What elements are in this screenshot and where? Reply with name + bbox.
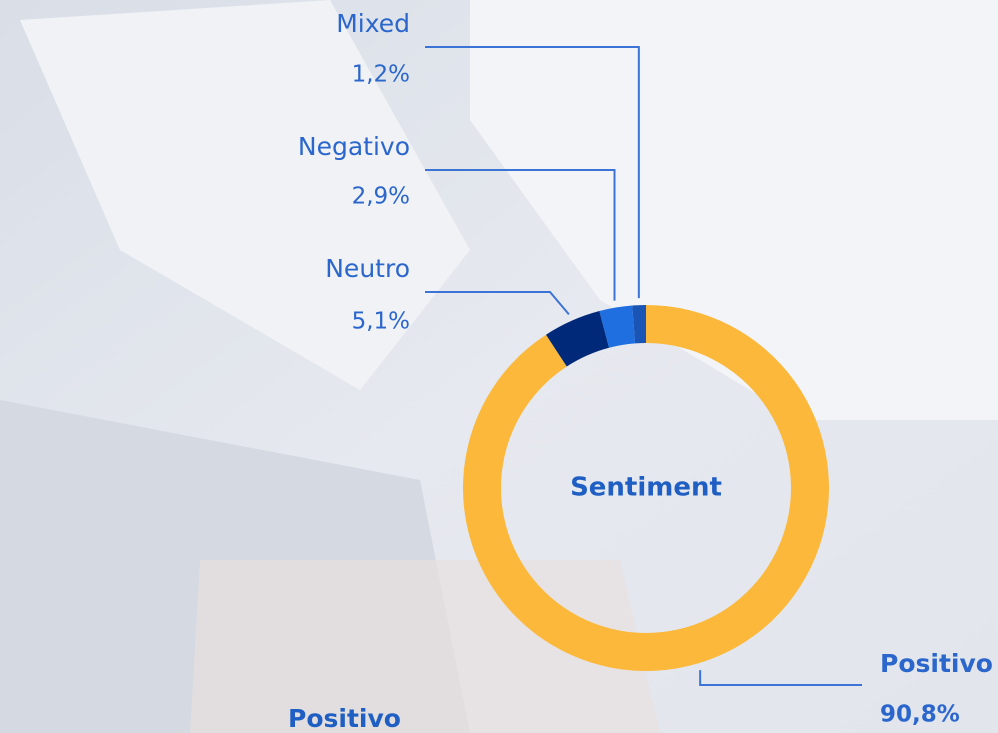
slice-value: 2,9%: [352, 184, 410, 210]
slice-label: Negativo: [298, 132, 410, 161]
slice-value: 5,1%: [352, 309, 410, 335]
background-book: [20, 0, 470, 390]
leader-line: [425, 291, 570, 315]
slice-value: 90,8%: [880, 702, 960, 728]
slice-label: Neutro: [325, 254, 410, 283]
slice-value: 1,2%: [352, 62, 410, 88]
slice: [599, 305, 636, 348]
leader-line: [699, 670, 862, 686]
background-shirt: [470, 0, 998, 420]
slice-label: Mixed: [336, 9, 410, 38]
slice: [546, 311, 610, 367]
annotation: Positivo: [288, 704, 401, 733]
center-label: Sentiment: [570, 473, 722, 503]
leader-line: [425, 46, 640, 299]
slice-label: Positivo: [880, 649, 993, 678]
leader-line: [425, 169, 616, 301]
slice: [632, 305, 646, 344]
